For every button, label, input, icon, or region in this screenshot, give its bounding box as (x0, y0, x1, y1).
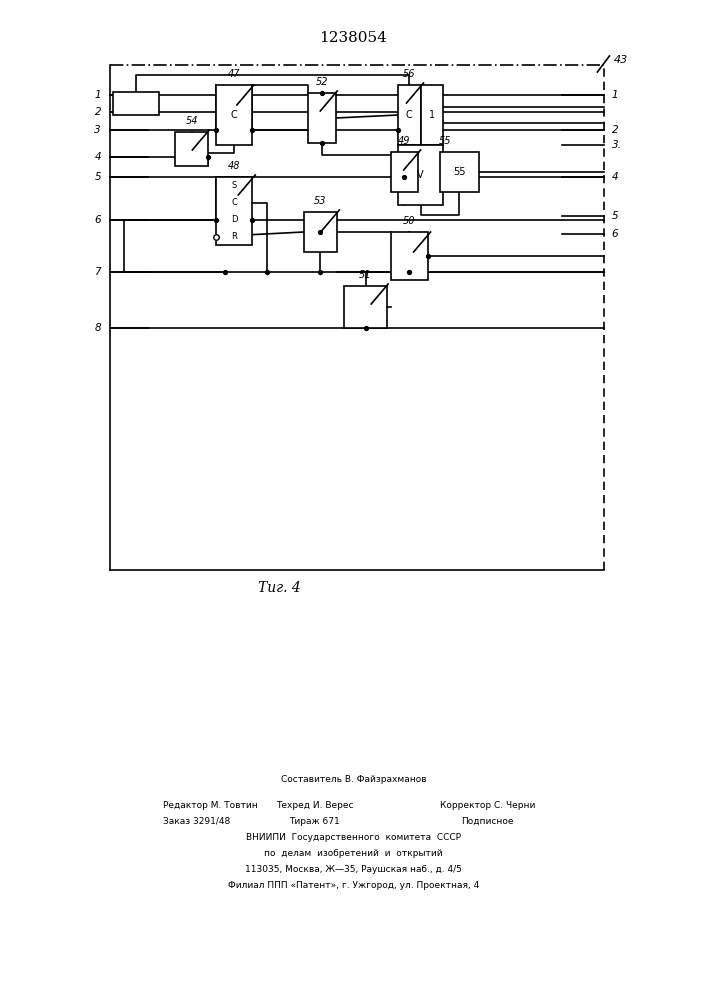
Text: Редактор М. Товтин: Редактор М. Товтин (163, 800, 257, 810)
Text: 6: 6 (612, 229, 618, 239)
Text: 1: 1 (612, 90, 618, 100)
Text: C: C (230, 110, 238, 120)
Text: 1: 1 (429, 110, 435, 120)
Bar (216, 177, 252, 245)
Text: Составитель В. Файзрахманов: Составитель В. Файзрахманов (281, 776, 426, 784)
Text: 52: 52 (315, 77, 328, 87)
Text: 7: 7 (95, 267, 101, 277)
Text: 1: 1 (95, 90, 101, 100)
Text: 5: 5 (612, 211, 618, 221)
Text: 53: 53 (314, 196, 327, 206)
Text: Корректор С. Черни: Корректор С. Черни (440, 800, 535, 810)
Text: 8: 8 (95, 323, 101, 333)
Text: Τиг. 4: Τиг. 4 (258, 581, 300, 595)
Text: 43: 43 (614, 55, 628, 65)
Bar (308, 93, 336, 143)
Text: 113035, Москва, Ж—35, Раушская наб., д. 4/5: 113035, Москва, Ж—35, Раушская наб., д. … (245, 864, 462, 874)
Text: C: C (231, 198, 237, 207)
Text: 55: 55 (453, 167, 465, 177)
Text: 55: 55 (438, 136, 451, 146)
Bar (344, 286, 387, 328)
Bar (391, 232, 428, 280)
Text: 50: 50 (403, 216, 416, 226)
Text: Подписное: Подписное (462, 816, 514, 825)
Text: 4: 4 (95, 152, 101, 162)
Text: 51: 51 (359, 270, 372, 280)
Text: 4: 4 (612, 172, 618, 182)
Text: Заказ 3291/48: Заказ 3291/48 (163, 816, 230, 825)
Bar (398, 85, 421, 145)
Text: 6: 6 (95, 215, 101, 225)
Bar (440, 152, 479, 192)
Text: 49: 49 (398, 136, 411, 146)
Text: 47: 47 (228, 69, 240, 79)
Bar (391, 152, 418, 192)
Text: 56: 56 (403, 69, 416, 79)
Text: 3.: 3. (612, 140, 621, 150)
Text: V: V (417, 170, 424, 180)
Text: Тираж 671: Тираж 671 (289, 816, 340, 825)
Text: Техред И. Верес: Техред И. Верес (276, 800, 354, 810)
Bar (113, 92, 159, 115)
Text: 54: 54 (185, 116, 198, 126)
Text: S: S (231, 181, 237, 190)
Text: R: R (231, 232, 237, 241)
Text: 3: 3 (95, 125, 101, 135)
Text: ВНИИПИ  Государственного  комитета  СССР: ВНИИПИ Государственного комитета СССР (246, 832, 461, 842)
Bar (421, 85, 443, 145)
Text: D: D (230, 215, 238, 224)
Bar (216, 85, 252, 145)
Bar (304, 212, 337, 252)
Text: 1238054: 1238054 (320, 31, 387, 45)
Text: Филиал ППП «Патент», г. Ужгород, ул. Проектная, 4: Филиал ППП «Патент», г. Ужгород, ул. Про… (228, 880, 479, 890)
Bar (175, 132, 208, 166)
Text: 2: 2 (95, 107, 101, 117)
Text: 5: 5 (95, 172, 101, 182)
Text: C: C (406, 110, 413, 120)
Text: 48: 48 (228, 161, 240, 171)
Text: по  делам  изобретений  и  открытий: по делам изобретений и открытий (264, 848, 443, 857)
Text: 2: 2 (612, 125, 618, 135)
Bar (398, 145, 443, 205)
